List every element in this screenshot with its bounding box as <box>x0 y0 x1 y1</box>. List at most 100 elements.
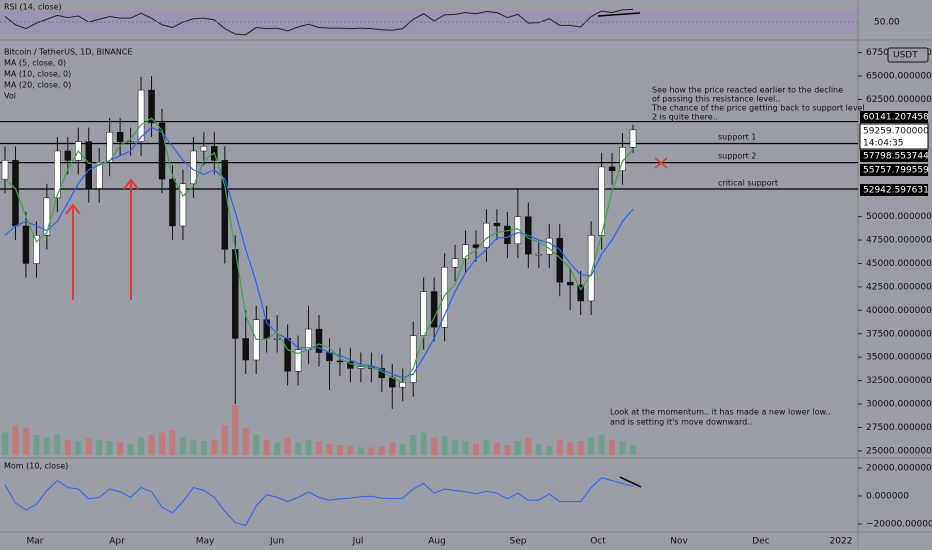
volume-bar <box>274 442 281 455</box>
candle-body <box>116 132 124 142</box>
mom-title: Mom (10, close) <box>4 462 68 471</box>
current-price: 59259.700000 <box>863 127 929 137</box>
volume-bar <box>598 435 605 455</box>
price-tick-label: 30000.000000 <box>866 400 932 410</box>
volume-bar <box>567 442 574 455</box>
volume-bar <box>54 434 61 455</box>
price-tick-label: 25000.000000 <box>866 446 932 456</box>
level-badge <box>860 164 928 176</box>
volume-bar <box>483 440 490 455</box>
level-badge <box>860 111 928 123</box>
candle-body <box>1 160 9 180</box>
volume-bar <box>410 435 417 455</box>
note: of passing this resistance level.. <box>652 95 780 104</box>
volume-bar <box>295 442 302 455</box>
countdown: 14:04:35 <box>863 139 903 149</box>
level-name: support 1 <box>718 133 756 142</box>
volume-bar <box>221 425 228 455</box>
indicator-legend: MA (10, close, 0) <box>4 70 71 79</box>
time-label: Sep <box>510 537 527 547</box>
volume-bar <box>546 446 553 455</box>
volume-bar <box>336 445 343 455</box>
volume-bar <box>22 427 29 455</box>
level-label: 57798.553744 <box>863 152 929 162</box>
price-tick-label: 62500.000000 <box>866 95 932 105</box>
candle-body <box>430 291 438 328</box>
momentum-line <box>4 477 634 526</box>
volume-bar <box>431 437 438 455</box>
price-tick-label: 65000.000000 <box>866 72 932 82</box>
volume-bar <box>2 432 8 455</box>
candle-body <box>158 122 166 180</box>
candle-body <box>535 253 543 256</box>
candle-body <box>273 338 281 340</box>
volume-bar <box>211 440 218 455</box>
candle-body <box>514 216 522 245</box>
candle-body <box>64 150 72 161</box>
candle-body <box>451 258 459 268</box>
volume-bar <box>232 405 239 455</box>
price-tick-label: 40000.000000 <box>866 306 932 316</box>
candle-body <box>169 178 176 227</box>
candle-body <box>504 225 511 245</box>
volume-bar <box>127 444 134 455</box>
volume-bar <box>389 442 396 455</box>
candle-body <box>409 335 417 383</box>
candle-body <box>85 141 92 189</box>
x-mark <box>654 157 668 169</box>
volume-bar <box>535 444 542 455</box>
note: See how the price reacted earlier to the… <box>652 86 843 95</box>
divergence-line <box>597 12 641 17</box>
candle-body <box>33 235 40 264</box>
candle-body <box>493 222 501 227</box>
symbol: Bitcoin / TetherUS, 1D, BINANCE <box>4 48 132 57</box>
volume-bar <box>12 425 19 455</box>
candle-body <box>483 222 490 248</box>
volume-bar <box>556 440 563 455</box>
level-name: support 2 <box>718 152 756 161</box>
volume-bar <box>514 441 521 455</box>
volume-bar <box>263 440 270 455</box>
volume-bar <box>85 438 92 455</box>
volume-bar <box>577 441 584 455</box>
note: 2 is quite there.. <box>652 113 718 122</box>
volume-bar <box>316 441 322 455</box>
candle-body <box>566 281 574 286</box>
candle-body <box>106 132 113 163</box>
price-tick-label: 37500.000000 <box>866 329 932 339</box>
candle-body <box>179 183 187 227</box>
ma10-line <box>4 117 634 384</box>
volume-bar <box>368 447 375 455</box>
price-tick-label: 45000.000000 <box>866 259 932 269</box>
candle-body <box>137 89 145 142</box>
time-label: Dec <box>752 537 769 547</box>
level-name: critical support <box>718 179 778 188</box>
candle-body <box>577 284 584 302</box>
volume-bar <box>462 441 469 455</box>
candle-body <box>629 129 637 148</box>
candle-body <box>242 338 249 361</box>
candle-body <box>43 197 51 236</box>
candle-body <box>315 328 323 353</box>
volume-bar <box>200 441 207 455</box>
time-label: Apr <box>109 537 125 547</box>
volume-bar <box>357 447 364 455</box>
mom-tick-label: −20000.000000 <box>866 519 932 529</box>
volume-bar <box>159 432 165 455</box>
volume-bar <box>493 442 500 455</box>
candle-body <box>305 328 312 350</box>
price-tick-label: 32500.000000 <box>866 376 932 386</box>
candle-body <box>347 361 354 369</box>
indicator-legend: MA (5, close, 0) <box>4 59 66 68</box>
time-label: Oct <box>590 537 606 547</box>
volume-bar <box>525 437 532 455</box>
candle-body <box>420 291 427 336</box>
volume-bar <box>420 432 427 455</box>
level-label: 52942.597631 <box>863 186 929 196</box>
candle-body <box>326 352 333 362</box>
candle-body <box>22 225 30 264</box>
volume-bar <box>326 444 333 455</box>
candle-body <box>619 147 626 171</box>
